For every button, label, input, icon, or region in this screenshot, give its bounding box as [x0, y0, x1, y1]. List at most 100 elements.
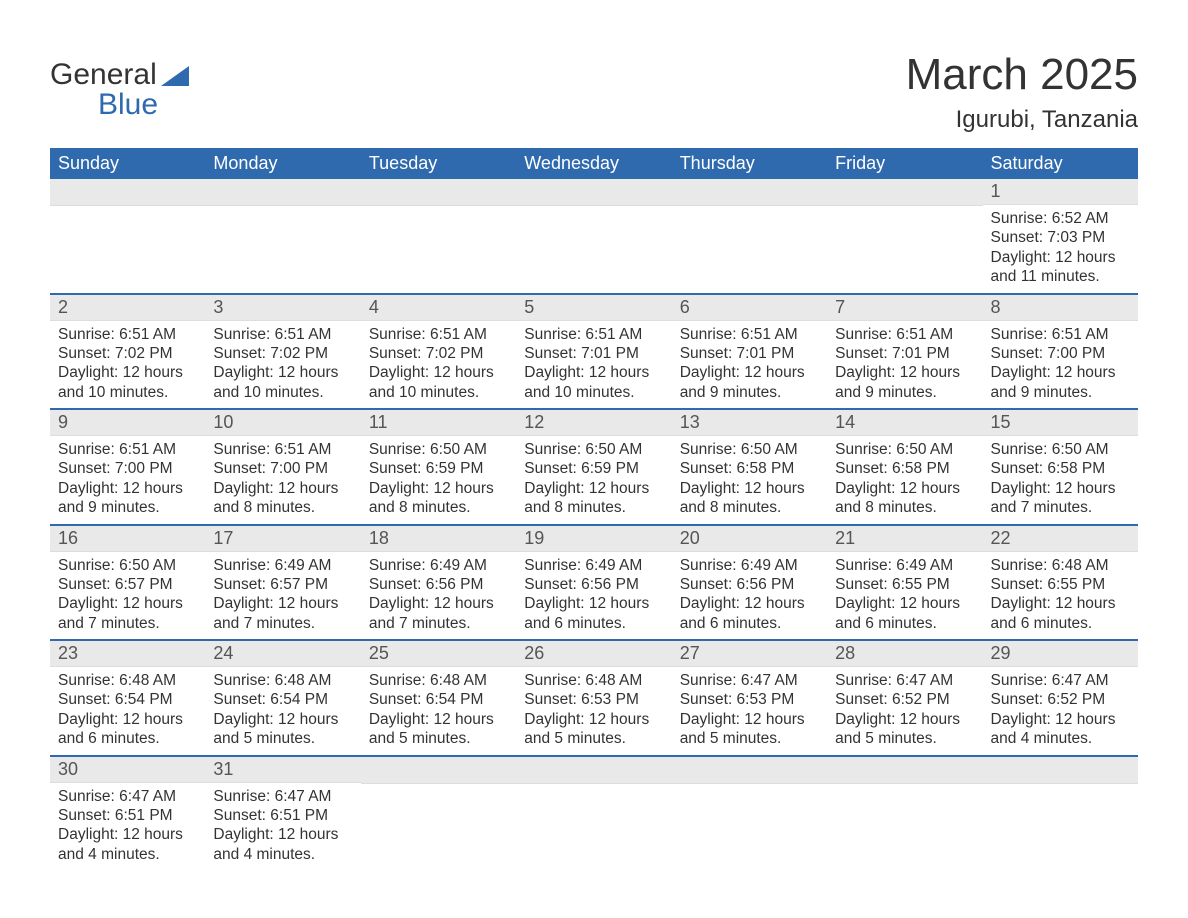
- col-saturday: Saturday: [983, 148, 1138, 179]
- sunset-text: Sunset: 6:58 PM: [680, 459, 819, 478]
- sunrise-text: Sunrise: 6:51 AM: [213, 325, 352, 344]
- day-cell: 14 Sunrise: 6:50 AMSunset: 6:58 PMDayligh…: [827, 409, 982, 525]
- sunset-text: Sunset: 7:01 PM: [680, 344, 819, 363]
- day-cell: 21Sunrise: 6:49 AMSunset: 6:55 PMDayligh…: [827, 525, 982, 641]
- sunrise-text: Sunrise: 6:50 AM: [991, 440, 1130, 459]
- daylight-text: Daylight: 12 hours and 9 minutes.: [680, 363, 819, 402]
- day-number: 23: [50, 641, 205, 667]
- week-row: 30Sunrise: 6:47 AMSunset: 6:51 PMDayligh…: [50, 756, 1138, 871]
- daylight-text: Daylight: 12 hours and 5 minutes.: [680, 710, 819, 749]
- day-cell: [827, 756, 982, 871]
- sunrise-text: Sunrise: 6:47 AM: [680, 671, 819, 690]
- logo-text-bottom: Blue: [98, 88, 158, 121]
- day-cell: 16Sunrise: 6:50 AMSunset: 6:57 PMDayligh…: [50, 525, 205, 641]
- day-cell: [361, 179, 516, 294]
- day-body: Sunrise: 6:50 AMSunset: 6:59 PMDaylight:…: [361, 436, 516, 524]
- daylight-text: Daylight: 12 hours and 6 minutes.: [524, 594, 663, 633]
- day-number: 22: [983, 526, 1138, 552]
- day-cell: 28Sunrise: 6:47 AMSunset: 6:52 PMDayligh…: [827, 640, 982, 756]
- daylight-text: Daylight: 12 hours and 10 minutes.: [369, 363, 508, 402]
- day-body: Sunrise: 6:47 AMSunset: 6:52 PMDaylight:…: [827, 667, 982, 755]
- day-body: Sunrise: 6:51 AMSunset: 7:00 PMDaylight:…: [50, 436, 205, 524]
- sunset-text: Sunset: 6:54 PM: [58, 690, 197, 709]
- day-number: 10: [205, 410, 360, 436]
- sunrise-text: Sunrise: 6:49 AM: [213, 556, 352, 575]
- sunset-text: Sunset: 7:00 PM: [991, 344, 1130, 363]
- day-body: Sunrise: 6:49 AMSunset: 6:56 PMDaylight:…: [672, 552, 827, 640]
- day-cell: 5Sunrise: 6:51 AMSunset: 7:01 PMDaylight…: [516, 294, 671, 410]
- day-body: Sunrise: 6:48 AMSunset: 6:54 PMDaylight:…: [50, 667, 205, 755]
- sunrise-text: Sunrise: 6:51 AM: [58, 440, 197, 459]
- day-number: 28: [827, 641, 982, 667]
- day-body: Sunrise: 6:47 AMSunset: 6:51 PMDaylight:…: [50, 783, 205, 871]
- day-body: Sunrise: 6:50 AMSunset: 6:58 PMDaylight:…: [672, 436, 827, 524]
- day-number: 26: [516, 641, 671, 667]
- sunrise-text: Sunrise: 6:50 AM: [835, 440, 974, 459]
- sunset-text: Sunset: 6:56 PM: [680, 575, 819, 594]
- day-number: [516, 179, 671, 206]
- day-number: 8: [983, 295, 1138, 321]
- week-row: 2Sunrise: 6:51 AMSunset: 7:02 PMDaylight…: [50, 294, 1138, 410]
- day-cell: 31Sunrise: 6:47 AMSunset: 6:51 PMDayligh…: [205, 756, 360, 871]
- daylight-text: Daylight: 12 hours and 8 minutes.: [835, 479, 974, 518]
- daylight-text: Daylight: 12 hours and 4 minutes.: [58, 825, 197, 864]
- sunset-text: Sunset: 6:51 PM: [213, 806, 352, 825]
- header: General Blue March 2025 Igurubi, Tanzani…: [50, 40, 1138, 138]
- col-monday: Monday: [205, 148, 360, 179]
- day-number: 16: [50, 526, 205, 552]
- daylight-text: Daylight: 12 hours and 11 minutes.: [991, 248, 1130, 287]
- day-body: Sunrise: 6:51 AMSunset: 7:02 PMDaylight:…: [361, 321, 516, 409]
- col-thursday: Thursday: [672, 148, 827, 179]
- sunrise-text: Sunrise: 6:47 AM: [835, 671, 974, 690]
- daylight-text: Daylight: 12 hours and 5 minutes.: [524, 710, 663, 749]
- day-number: 18: [361, 526, 516, 552]
- col-tuesday: Tuesday: [361, 148, 516, 179]
- sunset-text: Sunset: 7:01 PM: [835, 344, 974, 363]
- daylight-text: Daylight: 12 hours and 6 minutes.: [680, 594, 819, 633]
- daylight-text: Daylight: 12 hours and 9 minutes.: [835, 363, 974, 402]
- day-number: [827, 757, 982, 784]
- day-cell: 1Sunrise: 6:52 AMSunset: 7:03 PMDaylight…: [983, 179, 1138, 294]
- sunrise-text: Sunrise: 6:51 AM: [991, 325, 1130, 344]
- day-body: [516, 784, 671, 854]
- day-cell: [827, 179, 982, 294]
- day-body: Sunrise: 6:50 AMSunset: 6:57 PMDaylight:…: [50, 552, 205, 640]
- daylight-text: Daylight: 12 hours and 7 minutes.: [369, 594, 508, 633]
- week-row: 16Sunrise: 6:50 AMSunset: 6:57 PMDayligh…: [50, 525, 1138, 641]
- day-body: Sunrise: 6:47 AMSunset: 6:53 PMDaylight:…: [672, 667, 827, 755]
- sunrise-text: Sunrise: 6:48 AM: [58, 671, 197, 690]
- sunset-text: Sunset: 6:57 PM: [58, 575, 197, 594]
- day-cell: 13Sunrise: 6:50 AMSunset: 6:58 PMDayligh…: [672, 409, 827, 525]
- daylight-text: Daylight: 12 hours and 6 minutes.: [58, 710, 197, 749]
- day-number: 14: [827, 410, 982, 436]
- sunrise-text: Sunrise: 6:51 AM: [58, 325, 197, 344]
- day-number: 17: [205, 526, 360, 552]
- sunset-text: Sunset: 6:57 PM: [213, 575, 352, 594]
- week-row: 23Sunrise: 6:48 AMSunset: 6:54 PMDayligh…: [50, 640, 1138, 756]
- sunrise-text: Sunrise: 6:51 AM: [524, 325, 663, 344]
- sunset-text: Sunset: 6:58 PM: [835, 459, 974, 478]
- day-cell: 4Sunrise: 6:51 AMSunset: 7:02 PMDaylight…: [361, 294, 516, 410]
- calendar-table: Sunday Monday Tuesday Wednesday Thursday…: [50, 148, 1138, 870]
- day-number: [672, 179, 827, 206]
- sunrise-text: Sunrise: 6:49 AM: [524, 556, 663, 575]
- day-body: Sunrise: 6:47 AMSunset: 6:51 PMDaylight:…: [205, 783, 360, 871]
- day-cell: 29Sunrise: 6:47 AMSunset: 6:52 PMDayligh…: [983, 640, 1138, 756]
- day-body: Sunrise: 6:49 AMSunset: 6:55 PMDaylight:…: [827, 552, 982, 640]
- day-cell: 9Sunrise: 6:51 AMSunset: 7:00 PMDaylight…: [50, 409, 205, 525]
- daylight-text: Daylight: 12 hours and 7 minutes.: [213, 594, 352, 633]
- day-number: 1: [983, 179, 1138, 205]
- daylight-text: Daylight: 12 hours and 8 minutes.: [213, 479, 352, 518]
- day-body: [205, 206, 360, 276]
- day-cell: 30Sunrise: 6:47 AMSunset: 6:51 PMDayligh…: [50, 756, 205, 871]
- day-cell: [983, 756, 1138, 871]
- sunset-text: Sunset: 6:55 PM: [835, 575, 974, 594]
- logo: General Blue: [50, 60, 189, 120]
- day-cell: 27Sunrise: 6:47 AMSunset: 6:53 PMDayligh…: [672, 640, 827, 756]
- day-body: Sunrise: 6:49 AMSunset: 6:57 PMDaylight:…: [205, 552, 360, 640]
- day-body: [516, 206, 671, 276]
- sunrise-text: Sunrise: 6:49 AM: [835, 556, 974, 575]
- day-cell: [516, 756, 671, 871]
- col-sunday: Sunday: [50, 148, 205, 179]
- day-number: 24: [205, 641, 360, 667]
